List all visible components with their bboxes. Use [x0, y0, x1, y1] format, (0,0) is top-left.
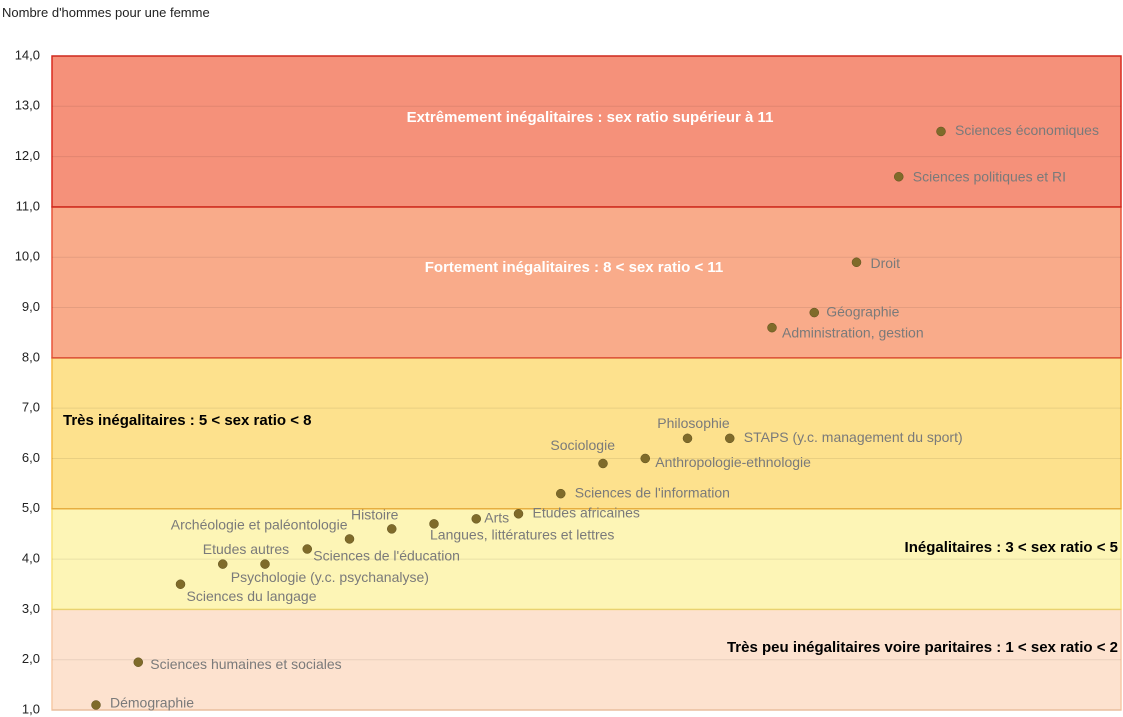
point-label: Sciences de l'information: [575, 484, 730, 500]
point: [344, 534, 355, 544]
y-tick-label: 7,0: [22, 400, 40, 415]
point: [471, 514, 481, 524]
point-label: Sociologie: [550, 437, 615, 453]
point: [260, 559, 270, 569]
point-label: Sciences politiques et RI: [913, 168, 1066, 184]
band-label: Extrêmement inégalitaires : sex ratio su…: [407, 109, 774, 126]
point-label: Sciences humaines et sociales: [150, 656, 341, 672]
point: [133, 657, 143, 667]
band-label: Fortement inégalitaires : 8 < sex ratio …: [425, 259, 723, 276]
point-label: Psychologie (y.c. psychanalyse): [231, 569, 429, 585]
y-tick-label: 1,0: [22, 701, 40, 716]
band: [51, 608, 1122, 711]
y-tick-label: 12,0: [15, 148, 40, 163]
point-label: Etudes africaines: [533, 505, 640, 521]
y-tick-label: 9,0: [22, 299, 40, 314]
y-tick-label: 8,0: [22, 349, 40, 364]
point: [640, 453, 650, 464]
point: [725, 433, 735, 444]
point-label: Etudes autres: [203, 541, 289, 557]
point-label: Sciences de l'éducation: [313, 548, 460, 564]
point: [936, 126, 946, 137]
y-tick-label: 11,0: [16, 198, 40, 213]
point-label: Sciences du langage: [187, 588, 317, 604]
point-label: Géographie: [826, 303, 899, 319]
point-label: Arts: [484, 510, 509, 526]
point-label: STAPS (y.c. management du sport): [744, 429, 963, 445]
y-tick-label: 14,0: [15, 47, 40, 62]
y-tick-label: 6,0: [22, 450, 40, 465]
point: [894, 171, 904, 182]
point: [302, 544, 312, 554]
point: [682, 433, 693, 444]
y-tick-label: 13,0: [15, 98, 40, 113]
y-tick-label: 2,0: [22, 651, 40, 666]
point-label: Sciences économiques: [955, 122, 1099, 138]
y-tick-label: 4,0: [22, 551, 40, 566]
band-label: Très inégalitaires : 5 < sex ratio < 8: [63, 412, 311, 429]
band-label: Inégalitaires : 3 < sex ratio < 5: [905, 539, 1118, 556]
point: [387, 524, 397, 534]
y-tick-label: 5,0: [22, 500, 40, 515]
point: [851, 257, 862, 268]
point: [175, 579, 186, 589]
y-axis-label: Nombre d'hommes pour une femme: [2, 5, 210, 20]
y-tick-label: 10,0: [15, 249, 40, 264]
point-label: Droit: [871, 255, 901, 271]
point: [513, 509, 524, 519]
band: [51, 206, 1122, 359]
point-label: Anthropologie-ethnologie: [655, 454, 811, 470]
point: [809, 307, 819, 318]
point: [429, 519, 439, 529]
point-label: Archéologie et paléontologie: [171, 517, 348, 533]
point: [598, 458, 608, 469]
point: [767, 322, 777, 333]
point: [91, 700, 101, 710]
point: [556, 488, 566, 499]
point-label: Langues, littératures et lettres: [430, 527, 614, 543]
point-label: Démographie: [110, 695, 194, 711]
point: [218, 559, 228, 569]
point-label: Administration, gestion: [782, 324, 924, 340]
point-label: Histoire: [351, 507, 399, 523]
band-label: Très peu inégalitaires voire paritaires …: [727, 639, 1118, 656]
band: [51, 508, 1122, 611]
y-tick-label: 3,0: [22, 601, 40, 616]
point-label: Philosophie: [657, 415, 730, 431]
